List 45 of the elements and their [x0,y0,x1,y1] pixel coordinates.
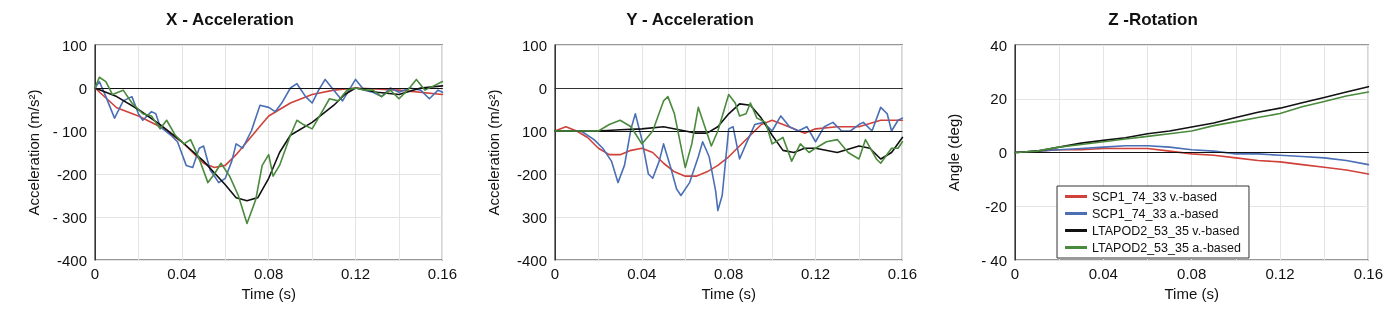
x-axis-title: Time (s) [1164,284,1219,302]
y-axis-title: Angle (deg) [945,113,962,192]
x-axis-title: Time (s) [241,284,296,302]
legend-label: LTAPOD2_53_35 v.-based [1092,223,1240,238]
x-tick-label: 0.04 [1088,265,1118,282]
y-tick-label: - 40 [981,251,1007,269]
x-tick-label: 0.12 [340,265,371,282]
y-tick-label: 0 [538,79,547,97]
x-tick-label: 0.04 [627,265,657,282]
x-tick-label: 0.12 [800,265,831,282]
y-tick-label: 100 [521,122,547,140]
x-tick-label: 0.12 [1265,265,1295,282]
y-tick-label: - 100 [52,122,87,140]
y-tick-label: 0 [78,79,87,97]
y-tick-label: -400 [56,251,87,269]
y-axis-title: Acceleration (m/s²) [25,89,42,216]
x-tick-label: 0.08 [254,265,284,282]
y-tick-label: - 300 [52,208,87,226]
x-tick-label: 0 [1010,265,1020,282]
x-tick-label: 0.16 [887,265,917,282]
chart-title: X - Acceleration [166,10,294,29]
x-axis-title: Time (s) [701,284,756,302]
y-tick-label: -20 [985,197,1007,215]
y-tick-label: -200 [516,165,547,183]
y-tick-label: 0 [998,144,1007,161]
x-tick-label: 0.04 [167,265,197,282]
y-tick-label: -200 [56,165,87,183]
y-tick-label: 20 [990,90,1007,108]
x-tick-label: 0.08 [714,265,744,282]
y-tick-label: 300 [521,208,547,226]
x-tick-label: 0.16 [1353,265,1383,282]
y-axis-title: Acceleration (m/s²) [485,89,502,216]
chart-title: Y - Acceleration [626,10,754,29]
x-tick-label: 0 [90,265,100,282]
legend-label: SCP1_74_33 a.-based [1092,206,1219,221]
y-tick-label: 100 [61,36,87,54]
x-tick-label: 0.08 [1177,265,1207,282]
y-tick-label: 40 [990,36,1007,54]
y-tick-label: -400 [516,251,547,269]
y-tick-label: 100 [521,36,547,54]
legend-label: SCP1_74_33 v.-based [1092,189,1217,204]
x-tick-label: 0 [550,265,560,282]
legend-label: LTAPOD2_53_35 a.-based [1092,240,1242,255]
x-tick-label: 0.16 [427,265,457,282]
chart-title: Z -Rotation [1108,10,1198,29]
